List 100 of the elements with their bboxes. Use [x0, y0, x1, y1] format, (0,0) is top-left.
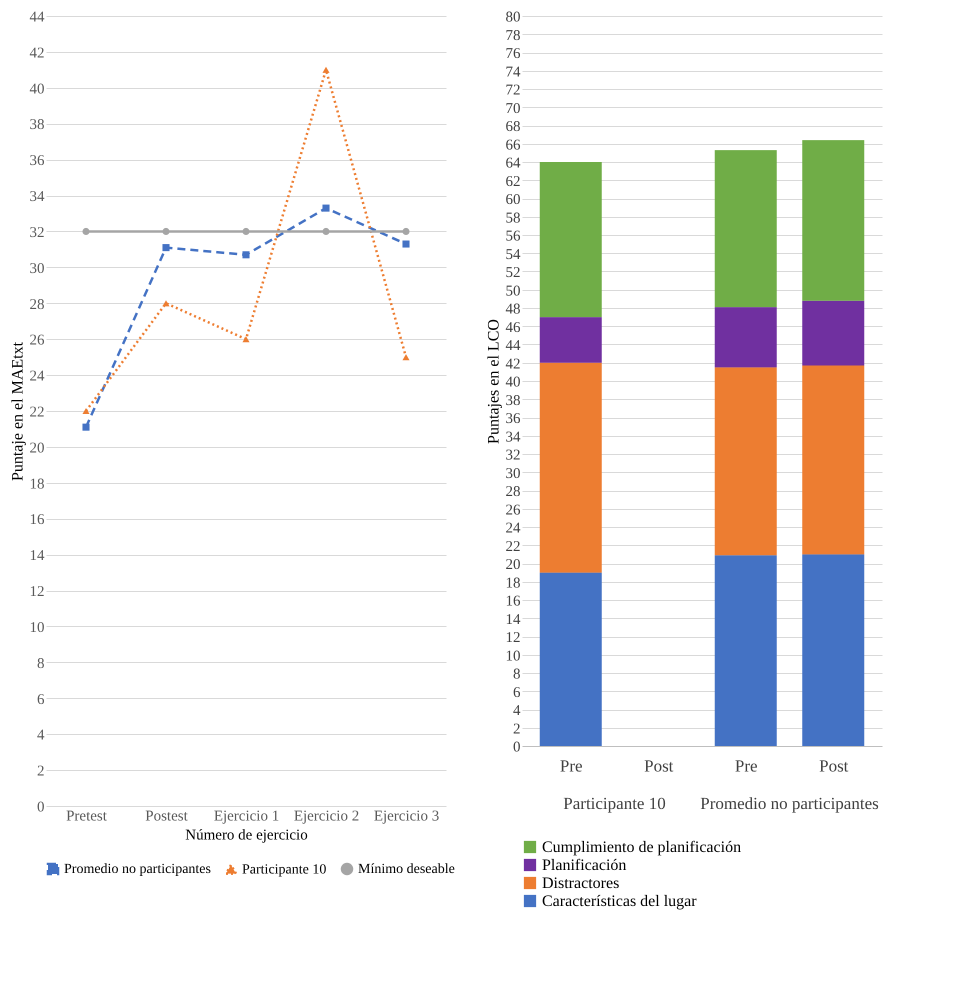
y-tick-label: 60 [506, 192, 520, 208]
y-tick-label: 26 [30, 332, 45, 349]
point [322, 204, 330, 212]
point [402, 228, 410, 235]
x-tick-label: Pre [560, 756, 583, 776]
y-tick-label: 6 [37, 692, 45, 708]
y-tick-label: 12 [30, 584, 44, 600]
y-tick-label: 28 [30, 296, 44, 313]
bar [540, 162, 602, 318]
y-tick-label: 72 [506, 82, 520, 98]
y-tick-label: 38 [30, 117, 44, 134]
y-tick-label: 42 [506, 356, 520, 372]
legend-label: Participante 10 [242, 862, 326, 878]
y-tick-label: 10 [30, 620, 44, 636]
y-tick-label: 0 [37, 800, 44, 816]
y-tick-label: 46 [506, 320, 521, 336]
y-tick-label: 4 [513, 703, 521, 719]
legend-label: Cumplimiento de planificación [542, 839, 742, 856]
y-tick-label: 20 [506, 557, 520, 573]
y-tick-label: 38 [506, 392, 520, 409]
legend-label: Características del lugar [542, 893, 698, 910]
y-tick-label: 26 [506, 502, 521, 518]
y-tick-label: 74 [506, 64, 521, 80]
point [82, 424, 90, 431]
y-tick-label: 70 [506, 100, 520, 117]
point [162, 244, 170, 252]
y-tick-label: 40 [30, 81, 44, 98]
y-tick-label: 64 [506, 156, 521, 172]
y-tick-label: 76 [506, 46, 521, 62]
y-tick-label: 16 [30, 512, 45, 528]
y-tick-label: 40 [506, 374, 520, 390]
y-tick-label: 0 [513, 740, 520, 756]
point [162, 300, 170, 306]
y-tick-label: 34 [30, 189, 45, 206]
y-tick-label: 4 [37, 728, 45, 744]
point [402, 240, 410, 248]
y-tick-label: 32 [506, 448, 520, 464]
y-tick-label: 32 [30, 224, 44, 241]
bar [540, 572, 602, 746]
y-tick-label: 12 [506, 630, 520, 646]
y-axis-title: Puntaje en el MAEtxt [10, 341, 26, 482]
x-tick-label: Ejercicio 1 [214, 808, 280, 824]
bar [802, 300, 864, 366]
y-tick-label: 58 [506, 210, 520, 226]
y-tick-label: 22 [506, 538, 520, 555]
x-tick-label: Pre [734, 756, 758, 776]
y-tick-label: 62 [506, 174, 520, 190]
y-tick-label: 18 [30, 476, 44, 492]
point [242, 336, 250, 342]
y-tick-label: 54 [506, 246, 521, 263]
y-tick-label: 34 [506, 429, 521, 446]
y-tick-label: 20 [30, 440, 44, 456]
y-tick-label: 36 [506, 411, 521, 427]
y-tick-label: 44 [30, 10, 45, 26]
y-tick-label: 30 [506, 466, 520, 482]
bar [802, 365, 864, 554]
y-tick-label: 44 [506, 338, 521, 354]
x-tick-label: Ejercicio 2 [294, 808, 360, 824]
y-tick-label: 52 [506, 265, 520, 281]
y-tick-label: 16 [506, 594, 521, 610]
point [162, 228, 170, 235]
bar [714, 367, 777, 556]
x-tick-label: Post [644, 756, 674, 776]
y-tick-label: 68 [506, 119, 520, 135]
y-tick-label: 6 [513, 684, 521, 701]
y-tick-label: 50 [506, 283, 520, 300]
y-tick-label: 22 [30, 404, 44, 420]
x-tick-label: Postest [145, 808, 189, 824]
y-tick-label: 80 [506, 10, 520, 26]
y-tick-label: 2 [37, 764, 44, 780]
point [82, 408, 90, 414]
y-axis-title: Puntajes en el LCO [486, 319, 502, 444]
bar [714, 555, 777, 746]
y-tick-label: 56 [506, 228, 521, 244]
x-axis-title: Número de ejercicio [185, 828, 308, 844]
y-tick-label: 14 [30, 548, 45, 564]
legend-label: Mínimo deseable [358, 862, 455, 877]
bar [802, 140, 864, 301]
point [242, 228, 250, 235]
legend-label: Planificación [542, 857, 626, 874]
y-tick-label: 48 [506, 302, 520, 318]
point [242, 251, 250, 258]
point [82, 228, 90, 235]
x-tick-label: Pretest [66, 808, 108, 824]
y-tick-label: 10 [506, 648, 520, 664]
y-tick-label: 66 [506, 137, 521, 154]
y-tick-label: 24 [506, 520, 521, 536]
point [402, 354, 410, 360]
bar [540, 362, 602, 573]
y-tick-label: 78 [506, 28, 520, 44]
y-tick-label: 24 [30, 368, 45, 385]
text: Participante 10 [563, 794, 666, 813]
text: Promedio no participantes [700, 794, 879, 813]
y-tick-label: 18 [506, 575, 520, 592]
bar [802, 554, 864, 746]
legend-label: Promedio no participantes [64, 862, 211, 877]
y-tick-label: 30 [30, 260, 44, 277]
y-tick-label: 42 [30, 45, 44, 62]
y-tick-label: 8 [513, 666, 520, 682]
y-tick-label: 14 [506, 612, 521, 628]
